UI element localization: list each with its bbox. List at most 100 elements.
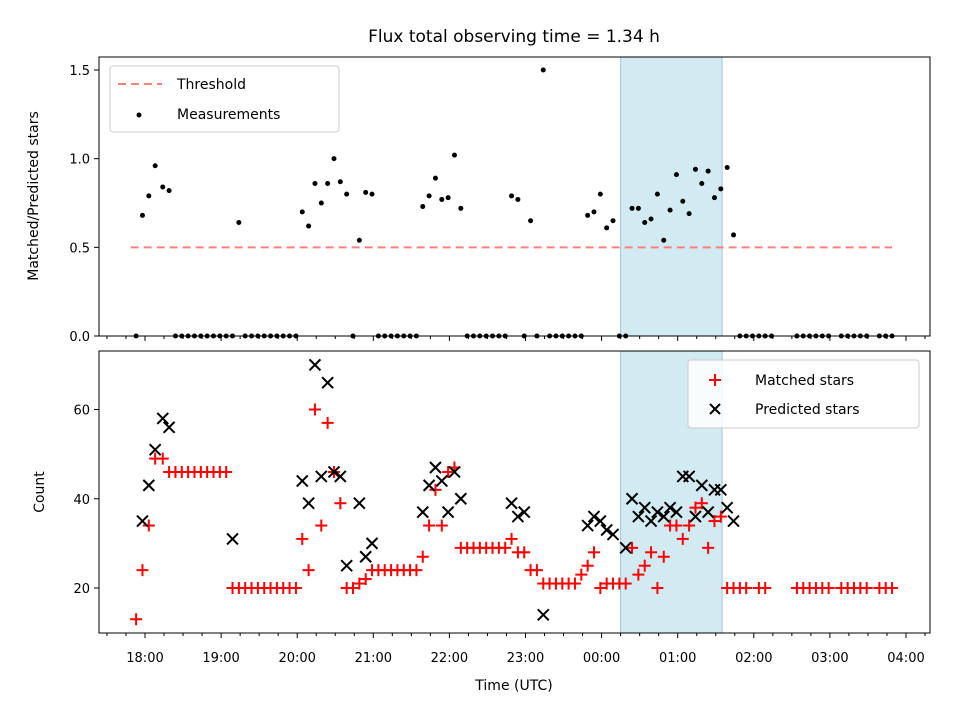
measurement-point [509,193,515,199]
chart-title: Flux total observing time = 1.34 h [368,27,660,47]
predicted-star-point [162,421,176,434]
matched-star-point [860,582,873,594]
matched-star-point [130,613,143,626]
matched-star-point [632,568,645,581]
predicted-star-point [606,528,620,541]
predicted-star-point [537,608,550,621]
matched-star-point [683,519,696,532]
predicted-star-point [296,474,309,488]
matched-star-point [353,577,366,590]
top-axes-frame [98,56,931,337]
legend-measurements-swatch [136,112,142,118]
measurement-point [699,180,705,186]
predicted-star-point [435,474,448,488]
matched-star-point [676,532,689,545]
measurement-point [458,205,464,211]
predicted-star-point [321,376,334,389]
measurement-point [331,156,337,162]
matched-star-point [435,519,448,532]
measurement-point [325,180,331,186]
top-y-tick-label: 0.5 [69,241,90,256]
matched-star-point [136,564,149,577]
matched-star-point [334,497,347,510]
predicted-star-point [663,501,677,514]
measurement-point [731,232,737,238]
measurement-point [152,163,158,169]
measurement-point [667,207,673,213]
measurement-point [439,196,445,202]
bottom-x-ticks: 18:00 19:00 20:00 21:00 22:00 23:00 00:00 01:00… [106,633,926,666]
matched-star-point [429,483,442,496]
matched-star-point [499,541,512,554]
predicted-star-point [625,492,639,505]
predicted-star-point [682,470,696,483]
measurement-point [312,180,318,186]
legend-predicted-swatch [709,403,721,415]
matched-star-point [657,550,670,563]
measurement-point [680,198,686,204]
predicted-star-point [600,523,613,537]
predicted-star-point [701,505,715,519]
measurement-point [528,218,534,224]
predicted-star-point [142,479,156,492]
predicted-stars-points [136,358,740,621]
measurement-point [426,193,432,199]
predicted-star-point [695,479,709,492]
predicted-star-point [594,514,607,528]
predicted-star-point [327,465,341,479]
matched-star-point [695,497,708,510]
matched-star-point [702,541,715,554]
predicted-star-point [353,497,366,510]
matched-star-point [594,582,607,594]
matched-star-point [886,582,899,594]
predicted-star-point [632,510,645,523]
matched-star-point [410,564,423,577]
x-axis-label: Time (UTC) [474,678,552,694]
predicted-star-point [308,358,322,372]
matched-star-point [423,519,436,532]
matched-star-point [670,519,683,532]
predicted-star-point [657,510,670,523]
predicted-star-point [689,510,702,523]
matched-star-point [359,573,372,586]
x-tick-label: 20:00 [278,651,315,666]
x-tick-label: 04:00 [887,651,924,666]
top-y-axis-label: Matched/Predicted stars [26,111,42,281]
measurement-point [451,152,457,158]
matched-star-point [220,465,233,478]
matched-star-point [296,532,309,545]
x-tick-label: 21:00 [355,651,392,666]
matched-star-point [416,550,429,563]
x-tick-label: 22:00 [431,651,468,666]
top-legend: Threshold Measurements [109,65,340,133]
predicted-star-point [638,501,651,514]
legend-measurements-label: Measurements [177,107,280,123]
predicted-star-point [226,532,239,546]
predicted-star-point [340,559,353,572]
measurement-point [540,67,546,73]
top-y-tick-label: 1.0 [69,153,90,168]
x-tick-label: 02:00 [735,651,772,666]
measurement-point [445,195,451,201]
matched-star-point [575,568,588,581]
predicted-star-point [505,497,518,510]
matched-star-point [505,532,518,545]
bottom-panel: 20 40 60 18:00 19:00 20:00 21:00 22:00 23:00 00:… [32,350,931,694]
predicted-star-point [727,514,740,528]
matched-star-point [442,465,455,478]
predicted-star-point [334,470,347,483]
measurement-point [604,225,610,231]
matched-star-point [302,564,315,577]
x-tick-label: 18:00 [126,651,163,666]
bottom-y-tick-label: 20 [73,582,90,597]
measurement-point [591,209,597,215]
measurement-point [318,200,324,206]
predicted-star-point [720,501,734,514]
measurement-point [718,186,724,192]
matched-star-point [714,510,727,523]
top-y-ticks: 0.0 0.5 1.0 1.5 [69,64,99,345]
predicted-star-point [518,505,531,519]
measurement-point [363,189,369,195]
top-y-tick-label: 1.5 [69,64,90,79]
legend-matched-label: Matched stars [755,373,854,389]
